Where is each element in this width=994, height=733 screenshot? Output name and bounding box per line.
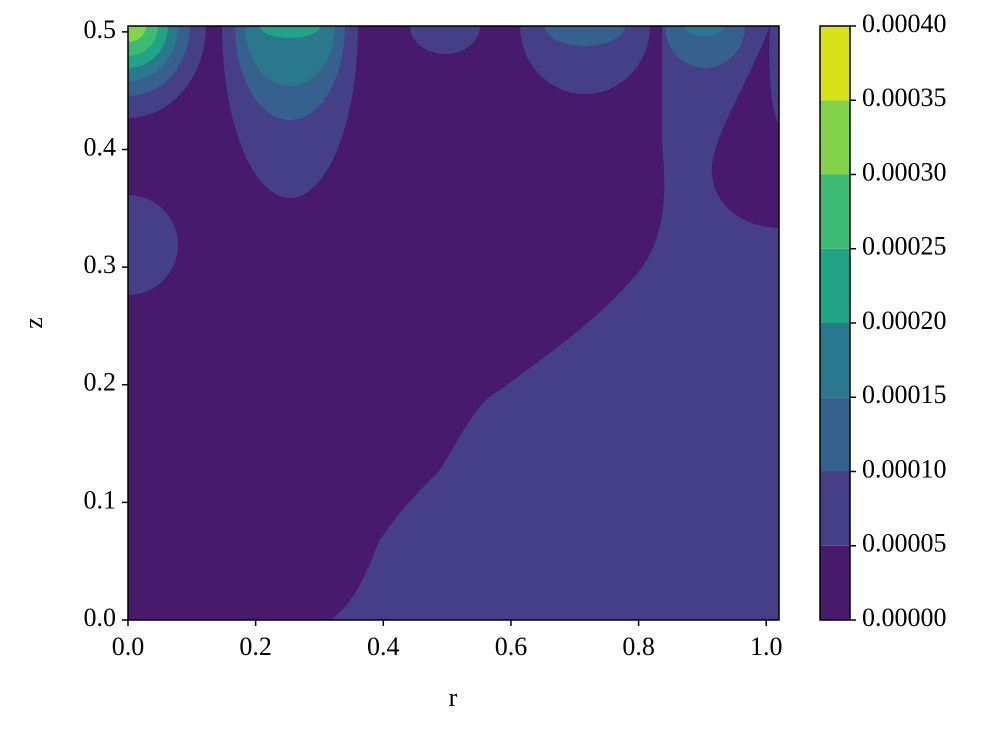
y-tick-label: 0.2 [84,368,117,397]
x-axis-label: r [449,683,458,712]
colorbar-band [820,174,850,249]
colorbar-band [820,248,850,323]
x-tick-label: 0.6 [495,632,528,661]
colorbar-tick-label: 0.00005 [862,529,947,558]
contour-region [245,26,335,86]
colorbar-band [820,323,850,398]
y-tick-label: 0.4 [84,132,117,161]
colorbar-band [820,471,850,546]
contour-region [128,195,178,295]
y-tick-label: 0.3 [84,250,117,279]
colorbar-band [820,100,850,175]
colorbar-band [820,545,850,620]
colorbar-tick-label: 0.00025 [862,232,947,261]
contour-region [260,26,320,38]
colorbar-tick-label: 0.00020 [862,306,947,335]
colorbar-band [820,26,850,101]
colorbar-tick-label: 0.00000 [862,603,947,632]
colorbar-tick-label: 0.00015 [862,380,947,409]
x-tick-label: 0.0 [112,632,145,661]
x-tick-label: 1.0 [750,632,783,661]
contour-region [545,26,625,46]
contour-region [665,26,745,68]
y-tick-label: 0.1 [84,485,117,514]
x-tick-label: 0.2 [239,632,272,661]
contour-region [128,26,146,42]
colorbar-band [820,397,850,472]
x-tick-label: 0.8 [622,632,655,661]
contour-region [711,26,779,228]
colorbar-tick-label: 0.00035 [862,83,947,112]
colorbar-tick-label: 0.00010 [862,454,947,483]
y-axis-label: z [19,317,48,329]
plot-frame [127,25,780,621]
y-tick-label: 0.5 [84,15,117,44]
contour-region [685,26,725,36]
contour-field [128,26,779,620]
x-tick-label: 0.4 [367,632,400,661]
y-tick-label: 0.0 [84,603,117,632]
contour-region [410,26,480,54]
colorbar-tick-label: 0.00030 [862,157,947,186]
colorbar-tick-label: 0.00040 [862,9,947,38]
contour-region [520,26,650,94]
